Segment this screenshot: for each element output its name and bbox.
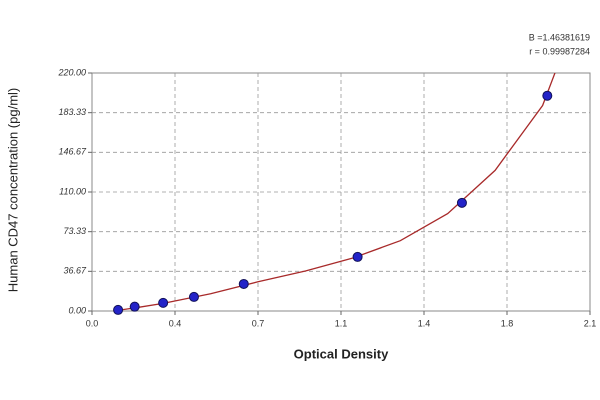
y-tick-label: 0.00 — [68, 305, 86, 315]
annotation: B =1.46381619 — [529, 32, 590, 42]
data-point — [129, 301, 140, 312]
data-point — [352, 251, 363, 262]
y-tick-label: 146.67 — [58, 147, 87, 157]
data-point — [188, 291, 199, 302]
x-axis-title: Optical Density — [294, 346, 389, 361]
y-tick-label: 110.00 — [59, 186, 86, 196]
y-tick-label: 183.33 — [58, 107, 86, 117]
y-tick-label: 220.00 — [57, 67, 86, 77]
data-point — [238, 278, 249, 289]
x-tick-label: 2.1 — [584, 318, 597, 328]
data-point — [542, 90, 553, 101]
annotation: r = 0.99987284 — [529, 46, 590, 56]
x-tick-label: 1.4 — [418, 318, 431, 328]
y-tick-label: 36.67 — [63, 266, 87, 276]
y-tick-label: 73.33 — [63, 226, 86, 236]
data-point — [456, 197, 467, 208]
data-point — [113, 304, 124, 315]
x-tick-label: 0.7 — [252, 318, 265, 328]
x-tick-label: 0.0 — [86, 318, 99, 328]
x-tick-label: 1.8 — [501, 318, 514, 328]
x-tick-label: 1.1 — [335, 318, 348, 328]
y-axis-title: Human CD47 concentration (pg/ml) — [5, 88, 20, 292]
data-point — [158, 297, 169, 308]
x-tick-label: 0.4 — [169, 318, 182, 328]
